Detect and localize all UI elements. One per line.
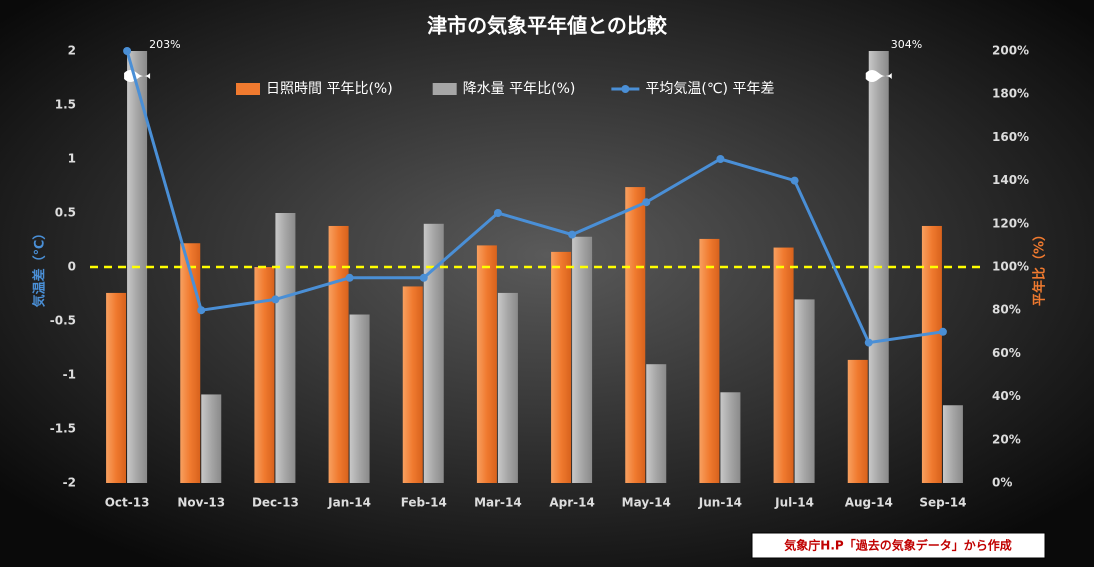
x-tick-label: Aug-14: [845, 496, 893, 510]
bar: [572, 236, 593, 483]
line-point: [419, 273, 428, 282]
x-tick-label: Dec-13: [252, 496, 299, 510]
bar: [497, 292, 518, 483]
line-point: [271, 295, 280, 304]
y2-tick-label: 80%: [992, 303, 1021, 317]
bar: [847, 359, 868, 483]
bar: [328, 225, 349, 483]
bar: [720, 392, 741, 483]
source-box: [751, 532, 1046, 559]
bar: [180, 243, 201, 483]
line-point: [716, 155, 725, 163]
y-tick-label: 0: [68, 260, 76, 274]
bar: [921, 225, 942, 483]
y-tick-label: -0.5: [50, 314, 76, 328]
line-point: [197, 306, 206, 315]
y-tick-label: 1: [68, 152, 76, 166]
bar: [794, 299, 815, 483]
legend-swatch: [621, 85, 630, 93]
bar: [254, 267, 275, 483]
bar: [699, 238, 720, 483]
line-series: [125, 50, 944, 345]
axis-break: [124, 70, 151, 82]
data-label: 304%: [891, 38, 922, 51]
line-point: [493, 209, 502, 217]
line-point: [345, 273, 354, 282]
bar: [275, 213, 296, 483]
y2-tick-label: 100%: [992, 260, 1029, 274]
bar: [201, 394, 222, 483]
chart-title: 津市の気象平年値との比較: [427, 14, 668, 38]
bar: [402, 286, 423, 483]
y2-tick-label: 140%: [992, 173, 1029, 187]
x-tick-label: Nov-13: [177, 496, 225, 510]
y2-tick-label: 160%: [992, 130, 1029, 144]
y2-tick-label: 60%: [992, 346, 1021, 360]
x-tick-label: Jun-14: [698, 496, 742, 510]
y-tick-label: 1.5: [55, 98, 76, 112]
y2-tick-label: 180%: [992, 87, 1029, 101]
bar: [773, 247, 794, 483]
y-axis-label: 気温差（℃）: [32, 227, 48, 308]
bar: [625, 187, 646, 483]
plot-area: [106, 51, 963, 483]
y2-tick-label: 0%: [992, 476, 1012, 490]
bar: [646, 364, 667, 483]
bar: [942, 405, 963, 483]
legend-label: 日照時間 平年比(%): [266, 81, 393, 97]
legend-label: 降水量 平年比(%): [463, 81, 576, 97]
data-label: 203%: [149, 38, 180, 51]
bar: [476, 245, 497, 483]
bar: [106, 292, 127, 483]
source-note: 気象庁H.P「過去の気象データ」から作成: [784, 538, 1011, 553]
bar: [551, 251, 572, 483]
y2-axis-label: 平年比（%）: [1032, 228, 1048, 306]
line-point: [123, 47, 132, 55]
y-tick-label: 2: [68, 44, 76, 58]
x-tick-label: May-14: [622, 496, 671, 510]
line-point: [642, 198, 651, 207]
y-tick-label: -1: [63, 368, 76, 382]
y2-tick-label: 200%: [992, 44, 1029, 58]
y2-tick-label: 40%: [992, 389, 1021, 403]
x-tick-label: Sep-14: [919, 496, 966, 510]
y-tick-label: -1.5: [50, 422, 76, 436]
legend-swatch: [432, 83, 457, 95]
line-point: [938, 327, 947, 336]
y-tick-label: -2: [63, 476, 76, 490]
y-tick-label: 0.5: [55, 206, 76, 220]
axis-break: [865, 70, 892, 82]
x-tick-label: Oct-13: [105, 496, 150, 510]
line-point: [568, 230, 577, 239]
line-point: [864, 338, 873, 347]
x-tick-label: Apr-14: [549, 496, 594, 510]
bar: [349, 314, 370, 483]
x-tick-label: Jan-14: [327, 496, 371, 510]
bar: [423, 223, 444, 483]
y2-tick-label: 20%: [992, 432, 1021, 446]
line-point: [790, 176, 799, 185]
y2-tick-label: 120%: [992, 216, 1029, 230]
legend-label: 平均気温(℃) 平年差: [645, 81, 774, 97]
x-tick-label: Feb-14: [401, 496, 447, 510]
legend-swatch: [236, 83, 260, 95]
x-tick-label: Jul-14: [774, 496, 814, 510]
x-tick-label: Mar-14: [474, 496, 522, 510]
